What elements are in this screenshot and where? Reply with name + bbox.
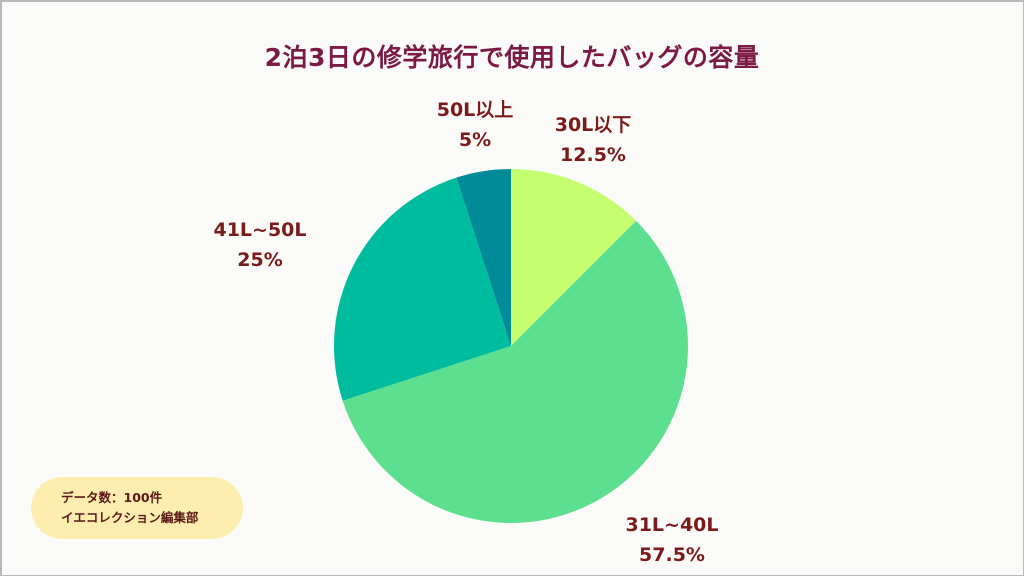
slice-label-41l-50l: 41L~50L 25%	[198, 215, 322, 275]
pie-slice-4	[456, 169, 511, 346]
pie-slice-3	[334, 177, 511, 401]
slice-label-50l-or-more: 50L以上 5%	[420, 95, 530, 155]
pie-slice-2	[342, 220, 688, 523]
slice-label-name: 50L以上	[436, 99, 514, 121]
slice-label-name: 41L~50L	[213, 219, 307, 241]
slice-label-percent: 57.5%	[639, 544, 705, 566]
slice-label-name: 30L以下	[554, 114, 632, 136]
slice-label-30l-or-less: 30L以下 12.5%	[538, 110, 648, 170]
sample-size-text: データ数：100件	[61, 490, 163, 505]
slice-label-name: 31L~40L	[625, 514, 719, 536]
source-credit-text: イエコレクション編集部	[61, 510, 199, 525]
slice-label-percent: 25%	[237, 249, 283, 271]
slice-label-percent: 12.5%	[560, 144, 626, 166]
slice-label-31l-40l: 31L~40L 57.5%	[612, 510, 732, 570]
chart-title: 2泊3日の修学旅行で使用したバッグの容量	[264, 43, 760, 72]
data-source-note: データ数：100件 イエコレクション編集部	[31, 477, 243, 539]
pie-slice-1	[511, 169, 637, 346]
slice-label-percent: 5%	[458, 129, 492, 151]
